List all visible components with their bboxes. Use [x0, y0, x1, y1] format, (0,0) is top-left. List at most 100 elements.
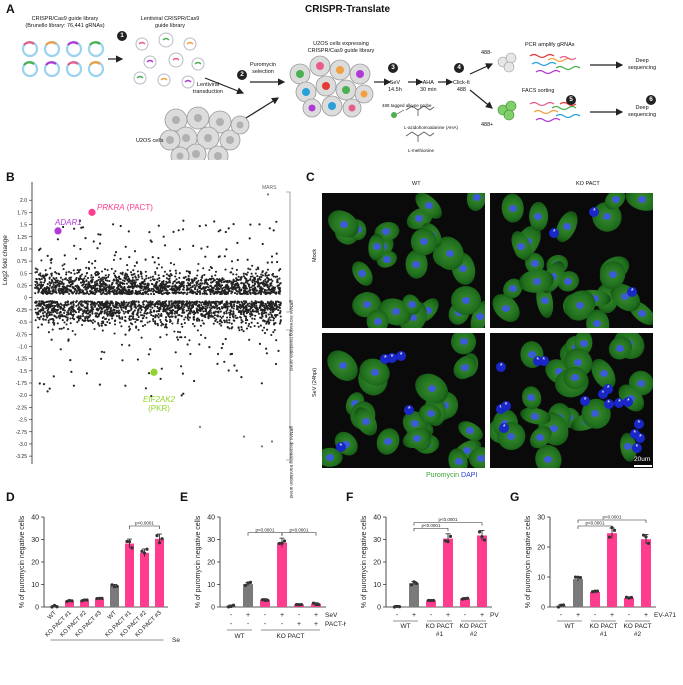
screen-point	[180, 323, 183, 326]
screen-point	[59, 302, 62, 305]
screen-point	[261, 301, 264, 304]
screen-point	[110, 285, 113, 289]
screen-point	[215, 280, 219, 283]
screen-point	[221, 277, 224, 280]
screen-point	[274, 321, 277, 324]
screen-point	[207, 304, 210, 307]
nucleus	[441, 401, 450, 409]
screen-point	[43, 277, 47, 281]
screen-point	[143, 314, 146, 318]
outlier-point	[59, 348, 62, 351]
screen-point	[36, 268, 39, 271]
outlier-point	[151, 256, 154, 259]
y-tick-label: 40	[207, 515, 215, 522]
replicate-dot	[50, 605, 54, 609]
puromycin-negative-nucleus: *	[603, 384, 614, 395]
screen-point	[262, 279, 265, 283]
nucleus	[563, 278, 572, 286]
screen-point	[104, 323, 107, 326]
screen-point	[232, 310, 235, 313]
screen-point	[223, 304, 226, 307]
screen-point	[52, 288, 55, 291]
screen-point	[102, 281, 105, 284]
screen-point	[159, 301, 162, 304]
screen-point	[172, 302, 175, 305]
screen-point	[253, 284, 256, 287]
nucleus	[339, 220, 348, 228]
screen-point	[255, 268, 258, 271]
group-label: KO PACT	[425, 623, 453, 630]
nucleus	[383, 437, 392, 445]
screen-point	[131, 300, 134, 303]
screen-point	[189, 290, 192, 293]
outlier-point	[268, 227, 271, 230]
screen-point	[165, 273, 168, 276]
screen-point	[189, 309, 192, 312]
puromycin-negative-nucleus: *	[629, 429, 640, 440]
aha-structure	[405, 105, 435, 142]
screen-point	[229, 271, 232, 274]
screen-point	[230, 300, 233, 304]
p-value-label: p<0.0001	[256, 527, 275, 532]
screen-point	[210, 281, 213, 284]
screen-point	[128, 317, 131, 320]
replicate-dot	[644, 535, 648, 539]
outlier-point	[147, 353, 150, 356]
outlier-point	[81, 226, 85, 229]
screen-point	[150, 314, 153, 317]
screen-point	[43, 304, 46, 307]
screen-point	[176, 312, 179, 315]
screen-point	[169, 311, 172, 314]
nucleus	[361, 418, 370, 426]
screen-point	[86, 277, 90, 280]
nucleus	[408, 314, 417, 322]
screen-point	[233, 280, 236, 283]
screen-point	[126, 275, 129, 278]
screen-point	[159, 318, 162, 322]
screen-point	[216, 307, 219, 310]
screen-point	[275, 339, 278, 342]
screen-point	[123, 282, 126, 285]
screen-point	[90, 287, 94, 290]
screen-point	[202, 267, 205, 270]
screen-point	[160, 284, 163, 287]
outlier-point	[153, 261, 156, 264]
screen-point	[260, 286, 263, 289]
bar	[460, 598, 470, 607]
significance-bracket	[413, 522, 483, 526]
nucleus	[413, 435, 422, 443]
puromycin-negative-nucleus: *	[633, 418, 644, 429]
screen-point	[81, 323, 84, 327]
screen-point	[185, 289, 188, 292]
screen-point	[62, 292, 65, 295]
condition-label: SeV	[172, 637, 180, 644]
sorted-negative-cells	[497, 52, 517, 73]
screen-point	[193, 301, 196, 304]
screen-point	[117, 288, 120, 291]
outlier-point	[100, 350, 103, 353]
y-tick-label: 10	[31, 582, 39, 589]
screen-point	[133, 282, 137, 285]
screen-point	[118, 291, 121, 294]
screen-point	[196, 329, 199, 332]
nucleus	[476, 313, 485, 321]
screen-point	[194, 303, 197, 306]
screen-point	[250, 300, 253, 303]
screen-point	[72, 306, 75, 309]
screen-point	[236, 306, 239, 309]
adar1-point	[54, 227, 62, 235]
screen-point	[48, 290, 51, 293]
bar	[95, 598, 104, 607]
screen-point	[86, 306, 89, 309]
screen-point	[273, 328, 276, 332]
screen-point	[87, 281, 90, 284]
replicate-dot	[260, 598, 265, 602]
screen-point	[111, 315, 114, 318]
screen-point	[268, 316, 271, 319]
screen-point	[129, 322, 132, 325]
screen-point	[107, 302, 110, 305]
y-tick-label: -1.75	[16, 381, 28, 387]
screen-point	[128, 328, 132, 331]
screen-point	[163, 292, 166, 295]
outlier-point	[98, 242, 102, 245]
